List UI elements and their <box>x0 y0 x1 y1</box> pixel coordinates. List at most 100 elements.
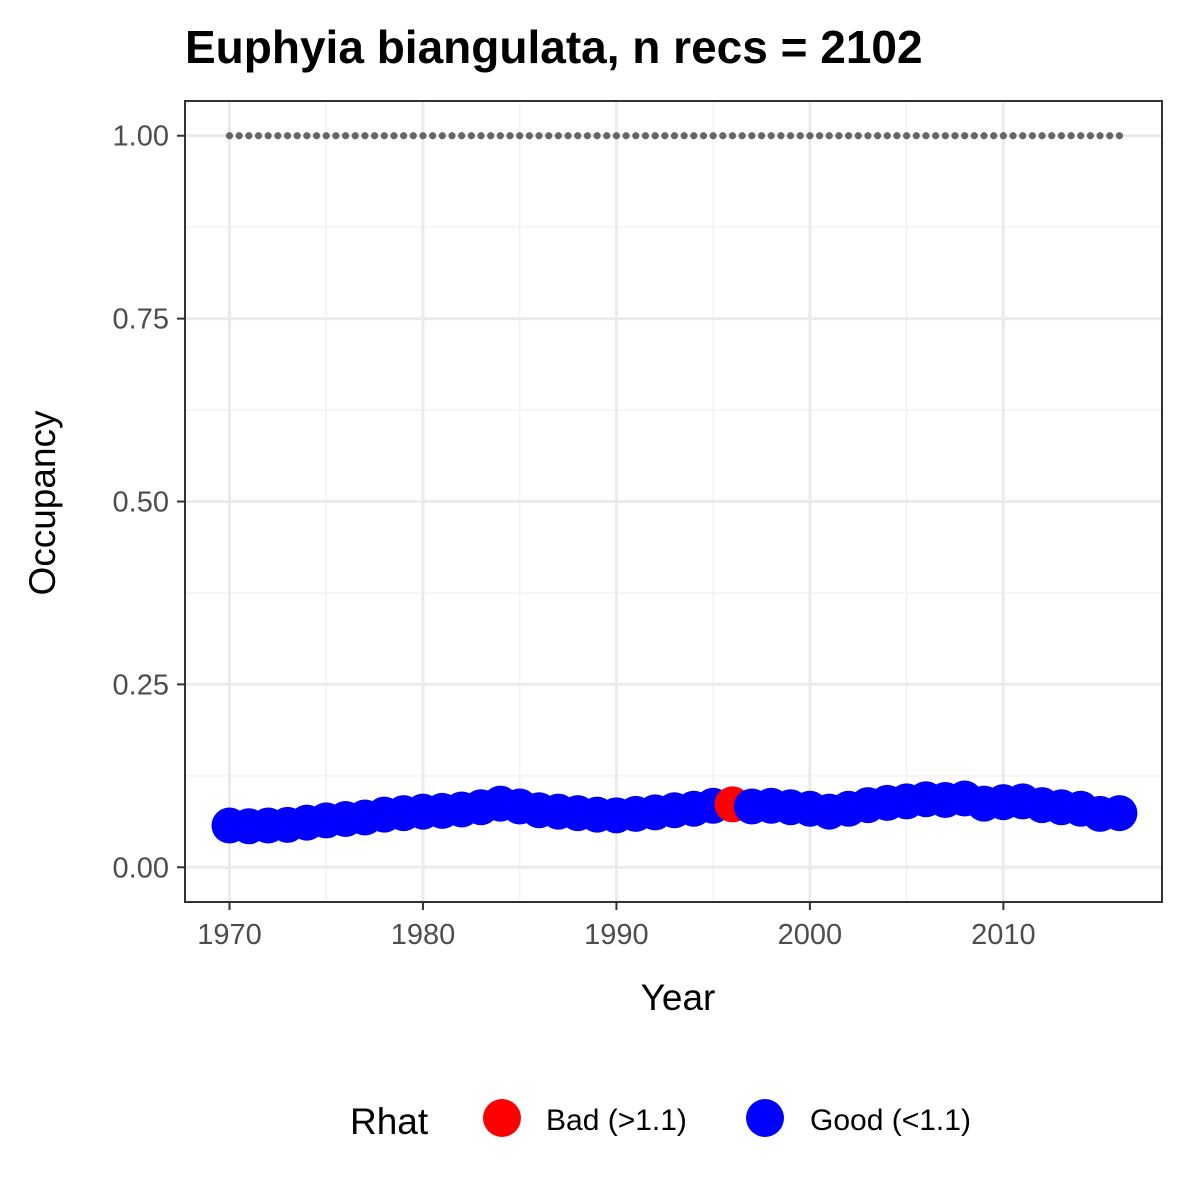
reference-dot <box>670 132 679 140</box>
reference-dot <box>525 132 533 140</box>
reference-dot <box>225 132 234 140</box>
reference-dot <box>796 132 804 140</box>
legend-key-good <box>746 1099 784 1137</box>
reference-dot <box>341 132 350 140</box>
x-axis-title: Year <box>641 977 716 1018</box>
reference-dot <box>332 132 340 140</box>
reference-dot <box>554 132 562 140</box>
reference-dot <box>322 132 330 140</box>
reference-dot <box>429 132 437 140</box>
reference-dot <box>1077 132 1085 140</box>
reference-dot <box>264 132 272 140</box>
reference-dot <box>303 132 311 140</box>
data-points <box>211 780 1138 845</box>
x-tick-label: 2000 <box>778 919 843 951</box>
reference-dot <box>370 132 379 140</box>
reference-dot <box>990 132 998 140</box>
reference-dot <box>767 132 775 140</box>
reference-dot <box>400 132 408 140</box>
reference-dot <box>961 132 969 140</box>
reference-dot <box>1038 132 1046 140</box>
reference-dot <box>1115 132 1124 140</box>
reference-dot <box>874 132 882 140</box>
x-tick-label: 1990 <box>584 919 649 951</box>
reference-dot <box>351 132 359 140</box>
reference-dot <box>806 132 814 140</box>
reference-dot <box>777 132 785 140</box>
reference-dot <box>1106 132 1114 140</box>
reference-dot <box>564 132 572 140</box>
reference-dot <box>883 132 891 140</box>
reference-dot <box>545 132 553 140</box>
reference-dot <box>1096 132 1104 140</box>
y-tick-label: 0.75 <box>113 304 169 336</box>
legend-title: Rhat <box>350 1101 429 1142</box>
reference-dot <box>748 132 756 140</box>
reference-dot <box>1048 132 1056 140</box>
reference-dot <box>245 132 253 140</box>
y-tick-label: 0.25 <box>113 669 169 701</box>
x-tick-label: 1980 <box>391 919 456 951</box>
reference-dot <box>951 132 959 140</box>
reference-dot <box>612 132 621 140</box>
reference-dot <box>438 132 446 140</box>
reference-dot <box>603 132 611 140</box>
reference-dot <box>622 132 630 140</box>
chart-title: Euphyia biangulata, n recs = 2102 <box>185 21 923 73</box>
reference-dot <box>361 132 369 140</box>
y-tick-label: 0.50 <box>113 487 169 519</box>
legend-label-bad: Bad (>1.1) <box>546 1104 687 1137</box>
reference-dot <box>283 132 292 140</box>
x-tick-label: 1970 <box>197 919 262 951</box>
reference-dot <box>719 132 727 140</box>
y-tick-label: 0.00 <box>113 852 169 884</box>
reference-dot <box>932 132 940 140</box>
axes: 1970 1980 1990 2000 2010 0.00 0.25 0.50 0.75 1.00 <box>113 121 1036 951</box>
reference-dot <box>680 132 688 140</box>
reference-line <box>225 132 1124 140</box>
reference-dot <box>380 132 388 140</box>
reference-dot <box>738 132 746 140</box>
reference-dot <box>448 132 456 140</box>
reference-dot <box>854 132 862 140</box>
reference-dot <box>593 132 601 140</box>
reference-dot <box>516 132 524 140</box>
reference-dot <box>844 132 853 140</box>
reference-dot <box>254 132 263 140</box>
reference-dot <box>912 132 920 140</box>
occupancy-point <box>1101 795 1138 832</box>
reference-dot <box>506 132 514 140</box>
reference-dot <box>903 132 911 140</box>
reference-dot <box>941 132 949 140</box>
reference-dot <box>690 132 698 140</box>
reference-dot <box>1019 132 1027 140</box>
reference-dot <box>1086 132 1095 140</box>
reference-dot <box>641 132 650 140</box>
reference-dot <box>274 132 282 140</box>
legend-key-bad <box>483 1099 521 1137</box>
reference-dot <box>1067 132 1075 140</box>
reference-dot <box>583 132 592 140</box>
reference-dot <box>835 132 843 140</box>
reference-dot <box>409 132 417 140</box>
gridlines <box>185 101 1162 902</box>
reference-dot <box>312 132 321 140</box>
reference-dot <box>999 132 1007 140</box>
reference-dot <box>574 132 582 140</box>
reference-dot <box>699 132 708 140</box>
reference-dot <box>728 132 737 140</box>
reference-dot <box>390 132 398 140</box>
reference-dot <box>709 132 717 140</box>
reference-dot <box>1057 132 1065 140</box>
legend-label-good: Good (<1.1) <box>810 1104 971 1137</box>
reference-dot <box>661 132 669 140</box>
reference-dot <box>496 132 504 140</box>
reference-dot <box>487 132 495 140</box>
reference-dot <box>632 132 640 140</box>
reference-dot <box>980 132 988 140</box>
reference-dot <box>235 132 243 140</box>
reference-dot <box>293 132 301 140</box>
reference-dot <box>477 132 485 140</box>
reference-dot <box>970 132 978 140</box>
reference-dot <box>458 132 466 140</box>
